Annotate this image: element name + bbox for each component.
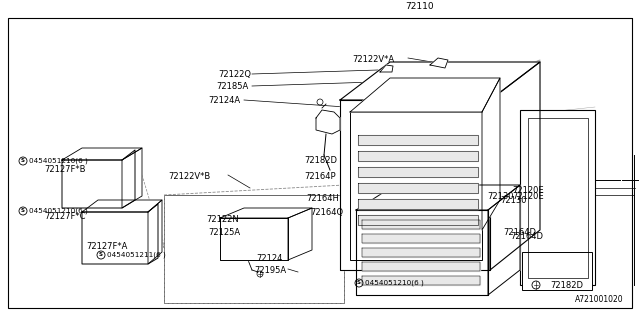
Polygon shape [358,183,478,193]
Polygon shape [500,170,540,207]
Polygon shape [500,60,540,97]
Polygon shape [82,200,162,212]
Polygon shape [500,82,540,119]
Text: S: S [21,209,25,213]
Polygon shape [358,151,478,161]
Polygon shape [82,204,158,264]
Polygon shape [500,126,540,163]
Polygon shape [358,135,478,145]
Text: 0454051210(6 ): 0454051210(6 ) [29,158,88,164]
Polygon shape [362,248,480,257]
Text: 72127F*C: 72127F*C [44,212,86,221]
Text: 72130: 72130 [487,192,513,201]
Text: 72182D: 72182D [304,156,337,165]
Polygon shape [340,100,490,270]
Bar [350,112,482,260]
Polygon shape [122,148,142,208]
Text: 72122V*A: 72122V*A [352,55,394,64]
Polygon shape [148,200,162,264]
Polygon shape [358,215,478,225]
Polygon shape [482,78,500,230]
Polygon shape [500,192,540,229]
Text: 72120E: 72120E [512,192,543,201]
Text: 72124A: 72124A [208,96,240,105]
Polygon shape [362,262,480,271]
Polygon shape [340,62,540,100]
Polygon shape [362,276,480,285]
Text: 0454051210(6 ): 0454051210(6 ) [365,280,424,286]
Text: 72164H: 72164H [306,194,339,203]
Text: S: S [99,252,103,258]
Text: 72120E: 72120E [512,186,543,195]
Polygon shape [362,220,480,229]
Polygon shape [220,218,288,260]
Bar [520,110,595,285]
Polygon shape [350,78,500,112]
Polygon shape [356,210,488,295]
Text: 72127F*B: 72127F*B [44,165,86,174]
Bar [164,195,344,303]
Text: 0454051210(6 ): 0454051210(6 ) [29,208,88,214]
Text: 72164D: 72164D [510,232,543,241]
Polygon shape [316,110,340,134]
Polygon shape [62,150,135,208]
Polygon shape [362,234,480,243]
Polygon shape [356,185,520,210]
Text: 72195A: 72195A [254,266,286,275]
Text: 72130: 72130 [500,196,527,205]
Text: 72124: 72124 [256,254,282,263]
Polygon shape [220,208,312,218]
Text: 72122V*B: 72122V*B [168,172,211,181]
Text: 72182D: 72182D [550,281,583,290]
Text: 72122Q: 72122Q [218,70,251,79]
Polygon shape [358,199,478,209]
Polygon shape [490,62,540,270]
Text: 0454051211(6 ): 0454051211(6 ) [107,252,166,258]
Text: 72164Q: 72164Q [310,208,343,217]
Text: 72164P: 72164P [304,172,335,181]
Polygon shape [358,167,478,177]
Polygon shape [500,148,540,185]
Polygon shape [500,104,540,141]
Bar [522,252,592,290]
Text: S: S [357,281,361,285]
Text: S: S [21,158,25,164]
Bar [528,118,588,278]
Text: 72110: 72110 [406,2,435,11]
Text: 72122N: 72122N [206,215,239,224]
Text: A721001020: A721001020 [575,295,624,304]
Text: 72185A: 72185A [216,82,248,91]
Polygon shape [500,214,540,251]
Text: 72127F*A: 72127F*A [86,242,127,251]
Polygon shape [488,185,520,295]
Polygon shape [288,208,312,260]
Text: 72125A: 72125A [208,228,240,237]
Polygon shape [62,148,142,160]
Text: 72164D: 72164D [503,228,536,237]
Polygon shape [380,65,393,72]
Polygon shape [430,58,448,68]
